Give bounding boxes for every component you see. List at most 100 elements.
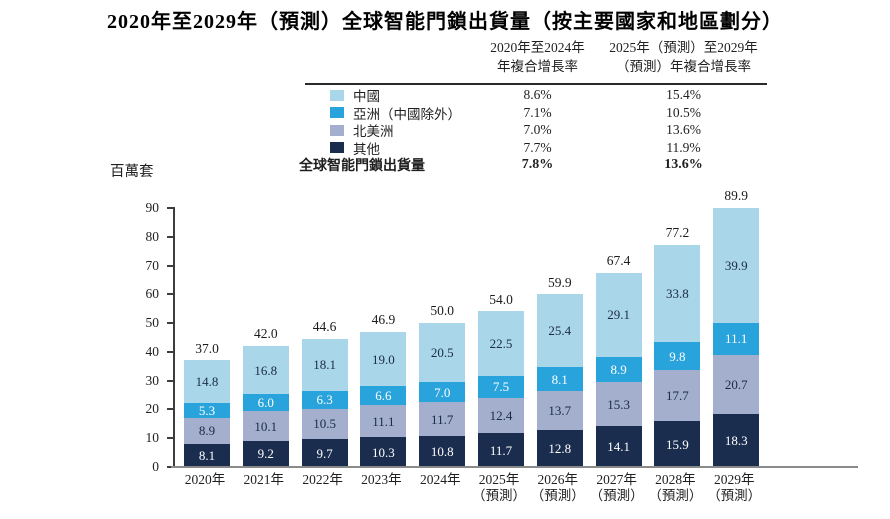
bar-segment: 11.7 (419, 402, 466, 436)
bar-segment: 19.0 (360, 331, 407, 387)
bar-segment: 33.8 (654, 244, 701, 343)
cagr-value-others-2025-2029: 11.9% (666, 139, 701, 155)
y-axis-tick-label: 80 (145, 228, 160, 244)
x-axis-category-label: 2023年 (361, 472, 402, 487)
y-axis-tick (167, 264, 175, 267)
bar-segment: 9.7 (301, 439, 348, 467)
stacked-bar-2028年: 15.9 17.7 9.8 33.8 (654, 244, 701, 467)
cagr-table-header-row: 2020年至2024年 年複合增長率 2025年（預測）至2029年 （預測）年… (305, 38, 767, 76)
bar-segment: 18.3 (713, 414, 760, 467)
legend-label-asia-ex-china: 亞洲（中國除外） (353, 106, 461, 122)
bar-total-label: 54.0 (489, 291, 513, 307)
cagr-row-china: 中國 8.6% 15.4% (305, 85, 767, 104)
cagr-table: 2020年至2024年 年複合增長率 2025年（預測）至2029年 （預測）年… (299, 38, 767, 174)
bar-segment: 9.2 (242, 440, 289, 467)
cagr-col1-header: 2020年至2024年 年複合增長率 (490, 40, 585, 74)
legend-label-total: 全球智能門鎖出貨量 (299, 159, 425, 174)
bar-segment: 18.1 (301, 338, 348, 391)
bar-segment: 17.7 (654, 370, 701, 422)
x-axis-category-label: 2027年 （預測） (589, 472, 644, 503)
stacked-bar-2026年: 12.8 13.7 8.1 25.4 (536, 294, 583, 467)
bar-segment: 6.6 (360, 386, 407, 406)
plot-area: 0 10 20 30 40 50 60 70 80 90 8.1 8.9 5.3 14.8 37.0 9.2 1… (146, 188, 860, 474)
bar-segment: 29.1 (595, 273, 642, 357)
stacked-bar-2027年: 14.1 15.3 8.9 29.1 (595, 273, 642, 467)
cagr-value-china-2025-2029: 15.4% (666, 87, 701, 102)
bar-segment: 15.3 (595, 382, 642, 427)
bar-total-label: 42.0 (253, 326, 278, 342)
x-axis-category-label: 2020年 (184, 472, 226, 487)
bar-total-label: 46.9 (371, 312, 396, 328)
bar-segment: 15.9 (654, 421, 701, 467)
y-axis-tick (167, 437, 175, 440)
bar-segment: 20.5 (419, 323, 466, 383)
x-axis-category-label: 2025年 （預測） (472, 472, 526, 503)
bar-segment: 7.5 (478, 376, 524, 398)
bar-segment: 13.7 (536, 390, 583, 431)
stacked-bar-2029年: 18.3 20.7 11.1 39.9 (713, 208, 760, 467)
y-axis-tick-label: 30 (145, 372, 160, 388)
legend-label-china: 中國 (353, 89, 380, 104)
bar-segment: 25.4 (536, 294, 583, 368)
y-axis-tick-label: 60 (145, 286, 160, 302)
bar-segment: 8.1 (536, 367, 583, 391)
bar-segment: 39.9 (713, 208, 760, 323)
cagr-value-others-2020-2024: 7.7% (523, 139, 552, 155)
bar-segment: 8.1 (184, 443, 230, 467)
bar-segment: 14.1 (595, 426, 642, 467)
cagr-value-north-america-2020-2024: 7.0% (523, 122, 552, 137)
bar-segment: 20.7 (713, 354, 760, 415)
bar-segment: 6.0 (242, 394, 289, 412)
y-axis-tick-label: 90 (145, 200, 160, 215)
cagr-value-total-2025-2029: 13.6% (664, 157, 703, 172)
bar-total-label: 44.6 (312, 318, 337, 334)
stacked-bar-2024年: 10.8 11.7 7.0 20.5 (419, 323, 466, 467)
x-axis-category-label: 2021年 (243, 472, 285, 487)
cagr-row-others: 其他 7.7% 11.9% (305, 138, 767, 157)
y-axis-tick-label: 20 (145, 401, 160, 417)
bar-segment: 12.4 (478, 397, 524, 434)
y-axis-tick-label: 50 (145, 315, 160, 331)
bar-total-label: 50.0 (430, 303, 454, 319)
y-axis-unit-label: 百萬套 (110, 164, 154, 180)
y-axis-tick (167, 293, 175, 296)
x-axis-line (171, 466, 858, 468)
cagr-value-north-america-2025-2029: 13.6% (666, 122, 701, 137)
x-axis-category-label: 2026年 （預測） (530, 472, 585, 503)
bar-segment: 11.1 (713, 322, 760, 355)
y-axis-tick-label: 0 (152, 459, 159, 474)
x-axis-category-label: 2029年 （預測） (707, 472, 762, 503)
x-axis-category-label: 2024年 (419, 472, 461, 487)
legend-label-others: 其他 (353, 141, 380, 157)
bar-total-label: 67.4 (606, 253, 631, 269)
bar-segment: 9.8 (654, 342, 701, 371)
y-axis-tick-label: 70 (145, 257, 160, 273)
legend-swatch-north-america (330, 124, 344, 136)
chart-title: 2020年至2029年（預測）全球智能門鎖出貨量（按主要國家和地區劃分） (107, 11, 783, 33)
cagr-row-north-america: 北美洲 7.0% 13.6% (305, 120, 767, 139)
bar-segment: 10.5 (301, 408, 348, 440)
y-axis-tick-label: 40 (145, 343, 160, 359)
cagr-row-total: 全球智能門鎖出貨量 7.8% 13.6% (299, 155, 767, 174)
bar-segment: 11.1 (360, 405, 407, 438)
bar-segment: 8.9 (595, 356, 642, 383)
cagr-header-spacer (305, 38, 475, 76)
bar-segment: 22.5 (478, 311, 524, 377)
y-axis-tick (167, 350, 175, 353)
bar-segment: 6.3 (301, 390, 348, 409)
bar-segment: 8.9 (184, 418, 230, 444)
x-axis-category-label: 2022年 (302, 472, 343, 487)
stacked-bar-2023年: 10.3 11.1 6.6 19.0 (360, 331, 407, 467)
y-axis-tick-label: 10 (145, 430, 160, 446)
x-axis-category-label: 2028年 （預測） (648, 472, 703, 503)
cagr-value-total-2020-2024: 7.8% (521, 157, 554, 172)
bar-total-label: 59.9 (547, 274, 572, 290)
cagr-value-asia-2020-2024: 7.1% (523, 104, 552, 120)
bar-segment: 10.1 (242, 411, 289, 441)
bar-segment: 14.8 (184, 360, 230, 403)
cagr-value-china-2020-2024: 8.6% (523, 87, 552, 102)
cagr-value-asia-2025-2029: 10.5% (666, 104, 701, 120)
table-rule (305, 83, 767, 85)
bar-segment: 7.0 (419, 382, 466, 403)
